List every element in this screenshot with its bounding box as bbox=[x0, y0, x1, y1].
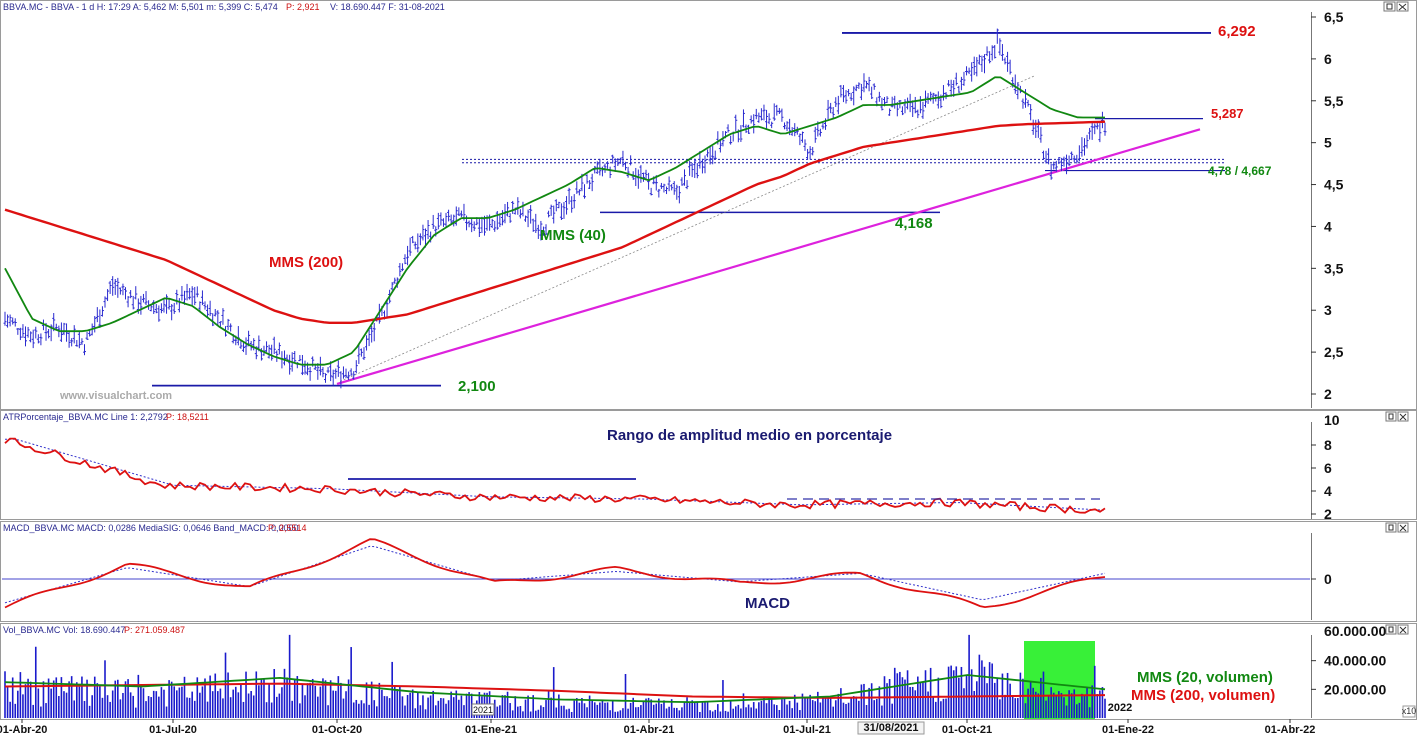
level-5287-label: 5,287 bbox=[1211, 106, 1244, 121]
mms200-line bbox=[4, 120, 1106, 324]
price-y-label: 3 bbox=[1324, 302, 1332, 318]
price-header-p: P: 2,921 bbox=[286, 2, 320, 12]
scale-badge: x10 bbox=[1402, 706, 1417, 716]
volume-y-label: 40.000.00 bbox=[1324, 653, 1386, 669]
macd-label: MACD bbox=[745, 595, 790, 612]
x-tick-label: 01-Abr-20 bbox=[0, 724, 47, 735]
price-y-label: 5,5 bbox=[1324, 93, 1344, 109]
atr-header-text: ATRPorcentaje_BBVA.MC Line 1: 2,2792 bbox=[3, 412, 168, 422]
price-y-label: 6 bbox=[1324, 51, 1332, 67]
macd-panel bbox=[2, 538, 1310, 609]
price-y-label: 4,5 bbox=[1324, 177, 1344, 193]
macd-signal-line bbox=[4, 545, 1106, 604]
macd-header: MACD_BBVA.MC MACD: 0,0286 MediaSIG: 0,06… bbox=[3, 523, 307, 533]
close-icon bbox=[1399, 413, 1407, 421]
price-y-label: 3,5 bbox=[1324, 260, 1344, 276]
x-tick-label: 01-Abr-21 bbox=[624, 724, 675, 735]
price-y-label: 2 bbox=[1324, 386, 1332, 402]
x-tick-label: 01-Jul-20 bbox=[149, 724, 197, 735]
cursor-date-box bbox=[857, 721, 925, 735]
maximize-button[interactable] bbox=[1383, 1, 1396, 12]
close-icon bbox=[1399, 626, 1407, 634]
x-axis-year-label: 2022 bbox=[1108, 702, 1132, 714]
level-4168-label: 4,168 bbox=[895, 215, 933, 232]
atr-line bbox=[4, 437, 1106, 514]
panel-window-controls bbox=[1383, 1, 1409, 635]
volume-header-text: Vol_BBVA.MC Vol: 18.690.447 bbox=[3, 625, 125, 635]
volume-panel bbox=[4, 634, 1106, 719]
panel-maximize-button[interactable] bbox=[1385, 411, 1397, 422]
x-tick-label: 01-Ene-21 bbox=[465, 724, 517, 735]
x-tick-label: 01-Oct-21 bbox=[942, 724, 992, 735]
x-tick-label: 01-Abr-22 bbox=[1265, 724, 1316, 735]
level-478-label: 4,78 / 4,667 bbox=[1208, 164, 1272, 178]
price-header-v: V: 18.690.447 F: 31-08-2021 bbox=[330, 2, 445, 12]
x-tick-label: 01-Ene-22 bbox=[1102, 724, 1154, 735]
atr-panel bbox=[4, 437, 1106, 514]
atr-signal-line bbox=[5, 438, 1106, 511]
x-tick-label: 01-Oct-20 bbox=[312, 724, 362, 735]
atr-y-label: 4 bbox=[1324, 483, 1332, 499]
atr-header-p: P: 18,5211 bbox=[166, 412, 209, 422]
mms40-line bbox=[4, 76, 1105, 366]
price-y-label: 4 bbox=[1324, 218, 1332, 234]
maximize-icon bbox=[1386, 3, 1393, 10]
macd-line bbox=[4, 538, 1106, 609]
atr-y-label-top: 10 bbox=[1324, 412, 1340, 428]
volume-y-label: 20.000.00 bbox=[1324, 681, 1386, 697]
level-2100-label: 2,100 bbox=[458, 378, 496, 395]
x-axis: 01-Abr-20 01-Jul-20 01-Oct-20 01-Ene-21 01-A… bbox=[0, 702, 1416, 735]
atr-header: ATRPorcentaje_BBVA.MC Line 1: 2,2792 P: … bbox=[3, 412, 209, 422]
atr-y-label: 6 bbox=[1324, 460, 1332, 476]
volume-y-label-top: 60.000.00 bbox=[1324, 623, 1386, 639]
atr-title: Rango de amplitud medio en porcentaje bbox=[607, 427, 892, 444]
x-tick-label: 01-Jul-21 bbox=[783, 724, 831, 735]
atr-y-label: 8 bbox=[1324, 437, 1332, 453]
level-6292-label: 6,292 bbox=[1218, 23, 1256, 40]
panel-maximize-button[interactable] bbox=[1385, 624, 1397, 635]
year-badge-box bbox=[471, 703, 495, 716]
price-header: BBVA.MC - BBVA - 1 d H: 17:29 A: 5,462 M… bbox=[1, 1, 1311, 12]
price-y-label: 5 bbox=[1324, 135, 1332, 151]
close-icon bbox=[1398, 3, 1407, 11]
volume-mms200-line bbox=[4, 682, 1106, 699]
maximize-icon bbox=[1388, 413, 1394, 420]
mms40-label: MMS (40) bbox=[540, 227, 606, 244]
support-trendline bbox=[336, 128, 1201, 386]
watermark: www.visualchart.com bbox=[59, 390, 172, 402]
panel-frames bbox=[0, 0, 1417, 720]
close-icon bbox=[1399, 524, 1407, 532]
price-panel bbox=[3, 28, 1225, 389]
price-y-label: 6,5 bbox=[1324, 9, 1344, 25]
vol-mms200-label: MMS (200, volumen) bbox=[1131, 687, 1275, 704]
maximize-icon bbox=[1388, 524, 1394, 531]
atr-y-label: 2 bbox=[1324, 506, 1332, 522]
vol-mms20-label: MMS (20, volumen) bbox=[1137, 669, 1273, 686]
macd-header-text: MACD_BBVA.MC MACD: 0,0286 MediaSIG: 0,06… bbox=[3, 523, 298, 533]
panel-maximize-button[interactable] bbox=[1385, 522, 1397, 533]
volume-header-p: P: 271.059.487 bbox=[124, 625, 185, 635]
channel-line bbox=[339, 75, 1036, 382]
volume-header: Vol_BBVA.MC Vol: 18.690.447 P: 271.059.4… bbox=[3, 625, 185, 635]
mms200-label: MMS (200) bbox=[269, 254, 343, 271]
y-axes: 6,5 6 5,5 5 4,5 4 3,5 3 2,5 2 10 8 6 4 2 0 60.000.00 40.0… bbox=[1311, 9, 1386, 697]
scale-badge-box bbox=[1402, 705, 1416, 718]
year-badge: 2021 bbox=[473, 705, 493, 715]
price-y-label: 2,5 bbox=[1324, 344, 1344, 360]
annotations: MMS (200) MMS (40) 6,292 5,287 4,78 / 4,… bbox=[59, 23, 1275, 704]
volume-mms20-line bbox=[4, 674, 1106, 704]
macd-y-label: 0 bbox=[1324, 571, 1332, 587]
price-header-text: BBVA.MC - BBVA - 1 d H: 17:29 A: 5,462 M… bbox=[3, 2, 278, 12]
cursor-date-label: 31/08/2021 bbox=[863, 722, 918, 734]
macd-header-p: P: 2,5514 bbox=[268, 523, 307, 533]
maximize-icon bbox=[1388, 626, 1394, 633]
